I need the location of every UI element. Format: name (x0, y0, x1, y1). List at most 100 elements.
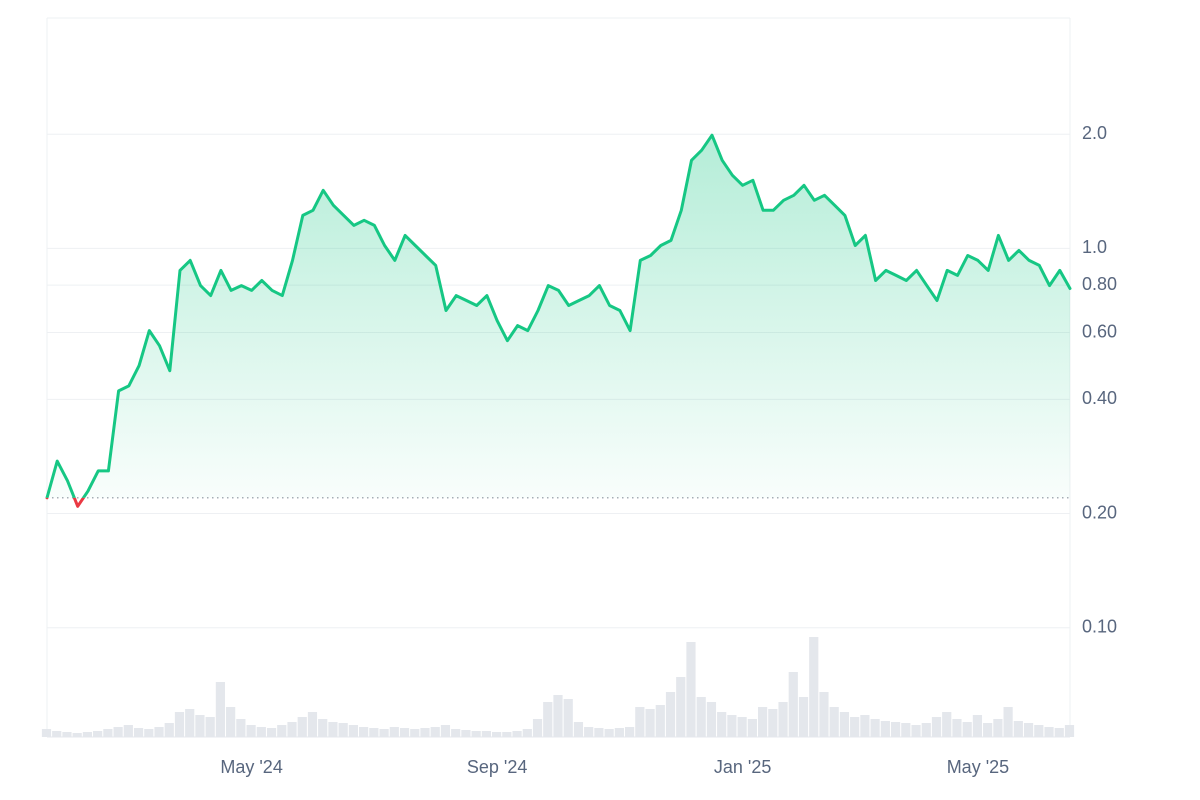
volume-bar (72, 733, 82, 737)
volume-bar (522, 729, 532, 737)
volume-bar (624, 727, 635, 737)
volume-bar (512, 731, 522, 737)
volume-bar (133, 728, 144, 737)
volume-bar (1023, 723, 1034, 737)
volume-bar (839, 712, 850, 737)
x-tick-label: Jan '25 (714, 757, 771, 777)
volume-bar (665, 692, 676, 737)
volume-bar (318, 719, 328, 737)
volume-bar (1064, 725, 1075, 737)
volume-bar (543, 702, 553, 737)
volume-bar (890, 722, 901, 737)
volume-bar (1044, 727, 1054, 737)
volume-bar (1054, 728, 1064, 737)
volume-bar (410, 729, 420, 737)
volume-bar (461, 730, 471, 737)
volume-bar (880, 721, 890, 737)
volume-bar (1013, 721, 1023, 737)
volume-bar (481, 731, 491, 737)
volume-bar (287, 722, 297, 737)
volume-bar (195, 715, 205, 737)
volume-bar (686, 642, 696, 737)
volume-bar (359, 727, 369, 737)
volume-bar (185, 709, 195, 737)
volume-bar (113, 727, 123, 737)
volume-bar (1034, 725, 1044, 737)
volume-bar (563, 699, 573, 737)
volume-bar (676, 677, 686, 737)
volume-bar (174, 712, 185, 737)
volume-bar (266, 728, 277, 737)
volume-bar (154, 727, 164, 737)
volume-bar (164, 723, 174, 737)
volume-bar (440, 725, 451, 737)
y-tick-label: 0.60 (1082, 321, 1117, 341)
y-tick-label: 0.40 (1082, 388, 1117, 408)
x-tick-label: May '24 (220, 757, 282, 777)
volume-bar (594, 728, 604, 737)
volume-bar (604, 729, 614, 737)
volume-bar (389, 727, 399, 737)
volume-bar (819, 692, 829, 737)
volume-bar (297, 717, 307, 737)
volume-bar (635, 707, 645, 737)
volume-bar (870, 719, 880, 737)
volume-bar (829, 707, 839, 737)
price-line-up (45, 133, 1072, 498)
volume-bar (573, 722, 584, 737)
volume-bar (451, 729, 461, 737)
volume-bar (798, 697, 809, 737)
volume-bar (993, 719, 1003, 737)
volume-bar (717, 712, 727, 737)
volume-bar (103, 729, 113, 737)
volume-bar (972, 715, 983, 737)
volume-bar (850, 717, 860, 737)
volume-bar (983, 723, 993, 737)
volume-bar (532, 719, 543, 737)
volume-bar (399, 728, 410, 737)
volume-bar (307, 712, 318, 737)
volume-bar (931, 717, 942, 737)
volume-bar (338, 723, 348, 737)
volume-bar (747, 719, 757, 737)
volume-bar (236, 719, 246, 737)
volume-bar (93, 731, 103, 737)
volume-bar (123, 725, 133, 737)
volume-bar (921, 723, 931, 737)
volume-bar (226, 707, 236, 737)
volume-bar (584, 727, 594, 737)
volume-bar (205, 717, 215, 737)
volume-bar (727, 715, 737, 737)
volume-bar (256, 727, 266, 737)
y-tick-label: 1.0 (1082, 237, 1107, 257)
volume-bar (215, 682, 226, 737)
y-tick-label: 2.0 (1082, 123, 1107, 143)
volume-bar (492, 732, 502, 737)
volume-bar (328, 722, 338, 737)
x-tick-label: May '25 (947, 757, 1009, 777)
volume-bar (379, 729, 389, 737)
x-tick-label: Sep '24 (467, 757, 528, 777)
volume-bar (655, 705, 665, 737)
volume-bar (706, 702, 717, 737)
volume-bar (348, 725, 358, 737)
volume-bar (277, 725, 287, 737)
volume-bar (696, 697, 706, 737)
volume-bar (860, 715, 870, 737)
volume-bar (1003, 707, 1013, 737)
volume-bar (778, 702, 788, 737)
volume-bar (369, 728, 379, 737)
volume-bar (809, 637, 819, 737)
volume-bar (737, 717, 747, 737)
volume-bar (942, 712, 952, 737)
volume-bar (502, 732, 512, 737)
volume-bar (901, 723, 911, 737)
volume-bar (82, 732, 93, 737)
y-tick-label: 0.80 (1082, 274, 1117, 294)
volume-bar (768, 709, 778, 737)
volume-bar (430, 727, 440, 737)
price-area (47, 135, 1070, 498)
volume-bar (614, 728, 624, 737)
volume-bar (788, 672, 798, 737)
